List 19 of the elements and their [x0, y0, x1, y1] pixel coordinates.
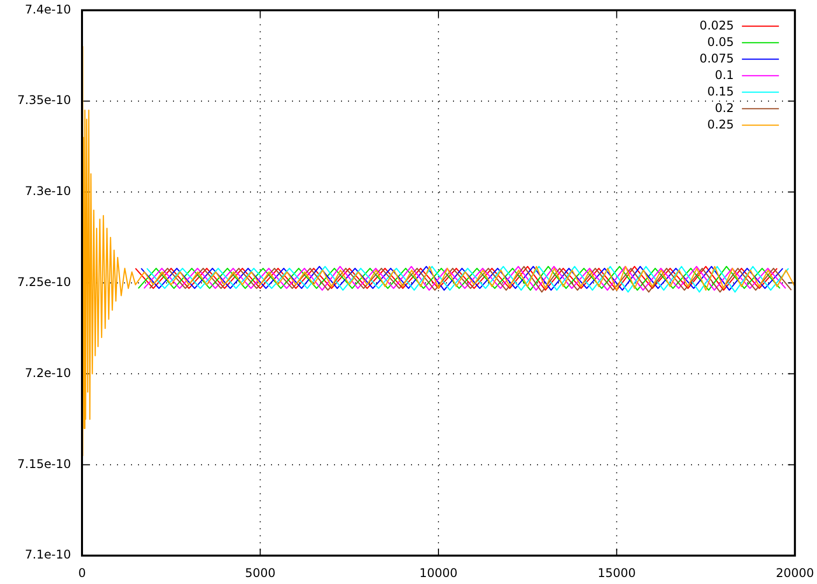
y-tick-label: 7.2e-10: [24, 366, 71, 380]
x-tick-label: 5000: [244, 566, 276, 580]
x-tick-label: 0: [78, 566, 86, 580]
legend-label: 0.25: [707, 117, 734, 132]
legend-label: 0.05: [707, 34, 734, 49]
y-tick-label: 7.25e-10: [17, 275, 71, 290]
legend-label: 0.2: [714, 100, 734, 115]
legend-label: 0.025: [700, 18, 734, 32]
legend-label: 0.1: [714, 68, 734, 82]
y-tick-label: 7.35e-10: [17, 93, 71, 108]
x-tick-label: 15000: [598, 566, 636, 580]
legend-label: 0.15: [707, 84, 734, 98]
y-tick-label: 7.1e-10: [24, 548, 71, 562]
x-tick-label: 10000: [419, 566, 458, 580]
y-tick-label: 7.15e-10: [17, 456, 71, 471]
x-tick-label: 20000: [776, 566, 814, 580]
y-tick-label: 7.3e-10: [24, 184, 71, 198]
legend-label: 0.075: [700, 51, 734, 66]
y-tick-label: 7.4e-10: [24, 2, 71, 16]
